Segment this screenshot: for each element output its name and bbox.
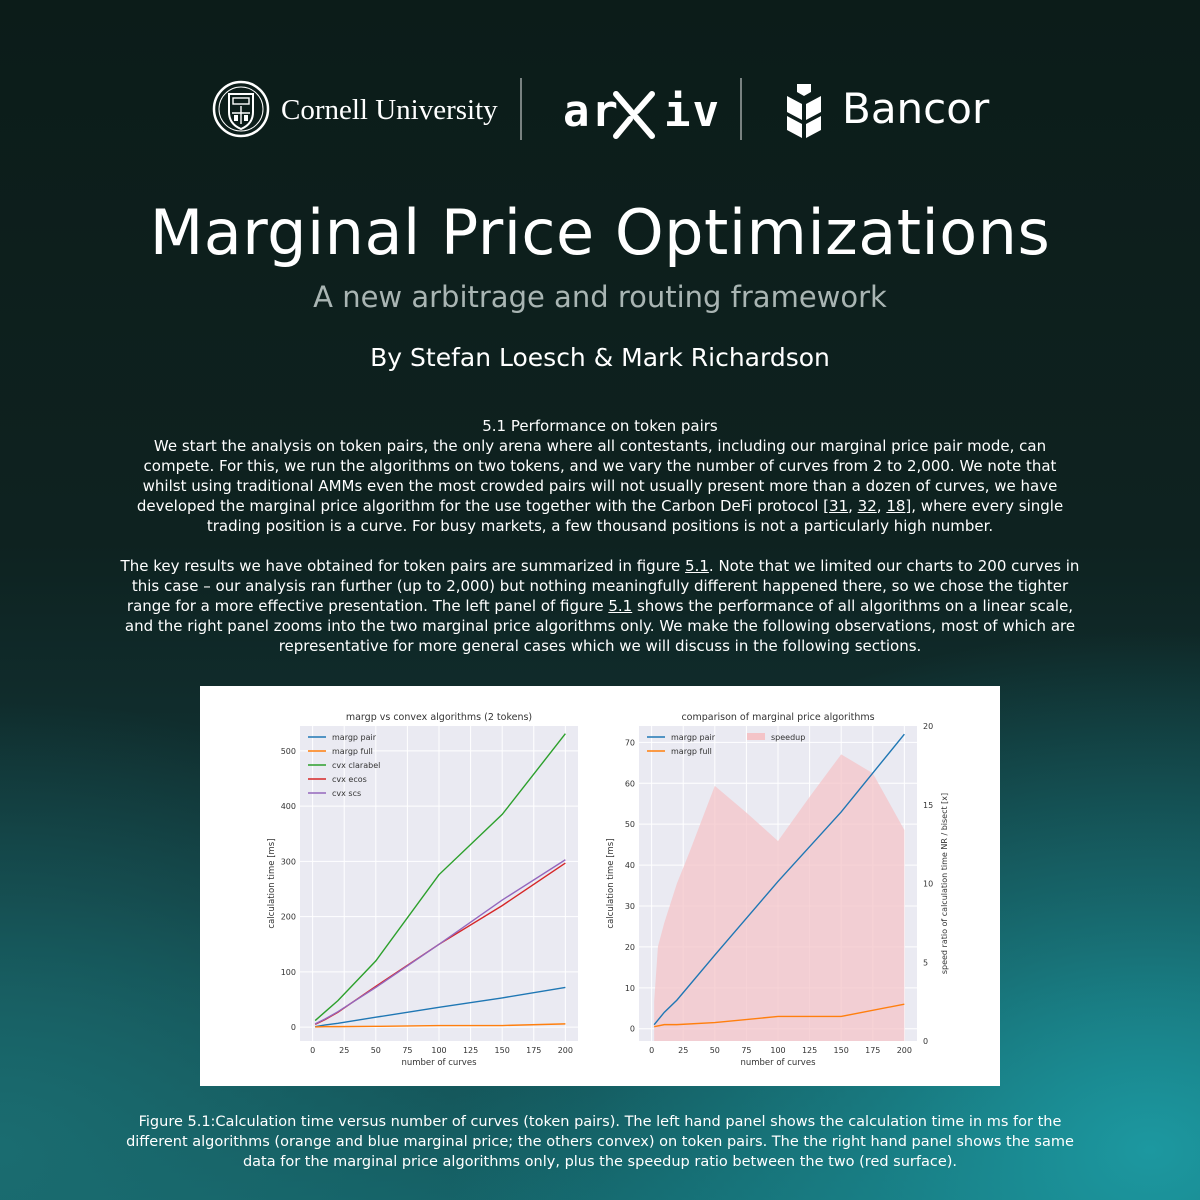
paragraph-1: We start the analysis on token pairs, th…: [136, 437, 1064, 535]
section-body: 5.1 Performance on token pairs We start …: [120, 416, 1080, 656]
left-series-line-cvx-scs: [314, 859, 566, 1025]
right-x-tick-label: 100: [770, 1046, 785, 1055]
right-y-tick-label: 10: [625, 984, 635, 993]
right-speedup-area: [654, 754, 905, 1041]
right-y2-axis-label: speed ratio of calculation time NR / bis…: [940, 793, 949, 974]
figure-caption: Figure 5.1:Calculation time versus numbe…: [126, 1114, 1074, 1170]
right-y-tick-label: 30: [625, 902, 635, 911]
right-y2-tick-label: 15: [923, 801, 933, 810]
page-subtitle: A new arbitrage and routing framework: [313, 280, 887, 314]
logo-divider: [740, 78, 742, 140]
right-x-tick-label: 150: [834, 1046, 849, 1055]
right-y-tick-label: 0: [630, 1025, 635, 1034]
left-x-tick-label: 175: [526, 1046, 541, 1055]
left-x-axis-label: number of curves: [401, 1058, 477, 1068]
bancor-cube-icon: [787, 84, 821, 138]
left-y-tick-label: 300: [281, 857, 296, 866]
figure-link[interactable]: 5.1: [685, 557, 709, 575]
right-x-tick-label: 50: [710, 1046, 720, 1055]
left-x-tick-label: 100: [431, 1046, 446, 1055]
left-series-line-cvx-clarabel: [314, 733, 566, 1022]
citation-link[interactable]: 18: [886, 497, 906, 515]
left-y-tick-label: 500: [281, 747, 296, 756]
left-x-tick-label: 125: [463, 1046, 478, 1055]
right-y-tick-label: 40: [625, 861, 635, 870]
right-series-line-margp-pair: [653, 733, 905, 1026]
logo-divider: [520, 78, 522, 140]
bancor-wordmark: Bancor: [842, 84, 990, 133]
right-y-tick-label: 60: [625, 779, 635, 788]
authors-line: By Stefan Loesch & Mark Richardson: [370, 343, 830, 372]
left-legend-label: cvx clarabel: [332, 761, 380, 770]
right-y-axis-label: calculation time [ms]: [606, 838, 616, 928]
left-series-line-margp-pair: [315, 986, 566, 1028]
right-x-tick-label: 0: [649, 1046, 654, 1055]
right-y2-tick-label: 0: [923, 1037, 928, 1046]
right-legend-label: margp pair: [671, 733, 716, 742]
left-y-tick-label: 0: [291, 1023, 296, 1032]
right-x-axis-label: number of curves: [740, 1058, 816, 1068]
figure-5-1: 0 25 50 75 100 125 150 175 200 0 100 200 300 400 500 ma…: [200, 686, 1000, 1086]
left-legend-label: cvx scs: [332, 789, 361, 798]
arxiv-wordmark: ar iv: [563, 86, 721, 137]
right-x-tick-label: 75: [741, 1046, 751, 1055]
paragraph-2: The key results we have obtained for tok…: [120, 557, 1080, 655]
right-x-tick-label: 175: [865, 1046, 880, 1055]
left-x-tick-label: 200: [558, 1046, 573, 1055]
right-y-tick-label: 20: [625, 943, 635, 952]
right-legend-label: speedup: [771, 733, 805, 742]
left-y-axis-label: calculation time [ms]: [267, 838, 277, 928]
page-title: Marginal Price Optimizations: [149, 196, 1051, 269]
right-legend-swatch-area: [747, 733, 765, 740]
left-y-tick-label: 200: [281, 913, 296, 922]
right-x-tick-label: 25: [678, 1046, 688, 1055]
right-y2-tick-label: 5: [923, 958, 928, 967]
figure-charts: 0 25 50 75 100 125 150 175 2000100200300400500ma…: [267, 712, 949, 1068]
right-y-tick-label: 50: [625, 820, 635, 829]
right-y-tick-label: 70: [625, 738, 635, 747]
figure-link[interactable]: 5.1: [608, 597, 633, 615]
arxiv-x-icon: [613, 91, 655, 139]
left-x-tick-label: 0: [310, 1046, 315, 1055]
left-legend-label: cvx ecos: [332, 775, 367, 784]
left-legend-label: margp full: [332, 747, 373, 756]
left-x-tick-label: 150: [495, 1046, 510, 1055]
right-y2-tick-label: 20: [923, 722, 933, 731]
left-chart-title: margp vs convex algorithms (2 tokens): [346, 712, 532, 723]
section-heading: 5.1 Performance on token pairs: [482, 417, 718, 435]
right-x-tick-label: 125: [802, 1046, 817, 1055]
cornell-wordmark: Cornell University: [281, 94, 498, 126]
cornell-seal-icon: [212, 80, 270, 138]
citation-link[interactable]: 32: [857, 497, 877, 515]
left-y-tick-label: 400: [281, 802, 296, 811]
citation-link[interactable]: 31: [829, 497, 849, 515]
left-x-tick-label: 75: [402, 1046, 412, 1055]
left-x-tick-label: 25: [339, 1046, 349, 1055]
left-x-tick-label: 50: [371, 1046, 381, 1055]
left-series-line-margp-full: [315, 1023, 566, 1028]
left-legend-label: margp pair: [332, 733, 377, 742]
right-chart-title: comparison of marginal price algorithms: [681, 712, 874, 723]
right-y2-tick-label: 10: [923, 880, 933, 889]
logo-bar: Cornell University ar iv Bancor: [0, 72, 1200, 148]
right-legend-label: margp full: [671, 747, 712, 756]
right-x-tick-label: 200: [897, 1046, 912, 1055]
right-series-line-margp-full: [654, 1003, 905, 1028]
left-y-tick-label: 100: [281, 968, 296, 977]
